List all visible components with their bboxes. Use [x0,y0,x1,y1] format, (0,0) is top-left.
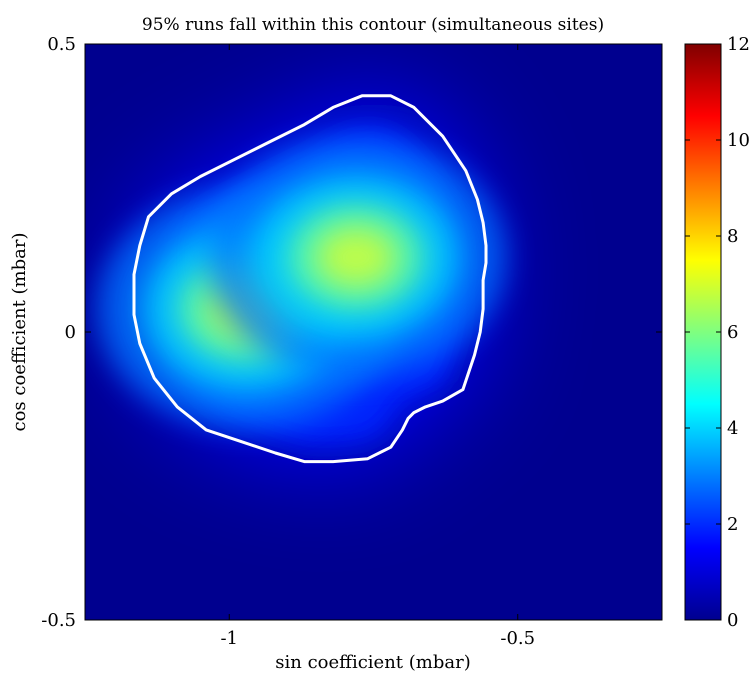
colorbar-tick-label: 10 [727,130,749,151]
y-tick-label: 0 [65,322,76,343]
colorbar-tick-label: 4 [727,418,738,439]
colorbar-tick-label: 6 [727,322,738,343]
y-tick-label: -0.5 [41,610,76,631]
density-peak-2-layer-4 [316,227,397,288]
contour-95-line [132,94,488,464]
colorbar [684,43,722,621]
plot-area [85,44,662,620]
colorbar-tick-label: 0 [727,610,738,631]
colorbar-tick-label: 12 [727,34,749,55]
x-axis-label: sin coefficient (mbar) [275,652,470,673]
y-tick-label: 0.5 [47,34,76,55]
colorbar-ticks: 0 2 4 6 8 10 12 [685,34,749,631]
x-tick-label: -1 [220,628,238,649]
chart-title: 95% runs fall within this contour (simul… [142,15,604,35]
y-axis-label: cos coefficient (mbar) [9,232,30,431]
colorbar-tick-label: 8 [727,226,738,247]
heatmap-layers [96,95,507,462]
colorbar-tick-label: 2 [727,514,738,535]
axes-ticks: -1 -0.5 -0.5 0 0.5 [41,34,662,649]
x-tick-label: -0.5 [500,628,535,649]
